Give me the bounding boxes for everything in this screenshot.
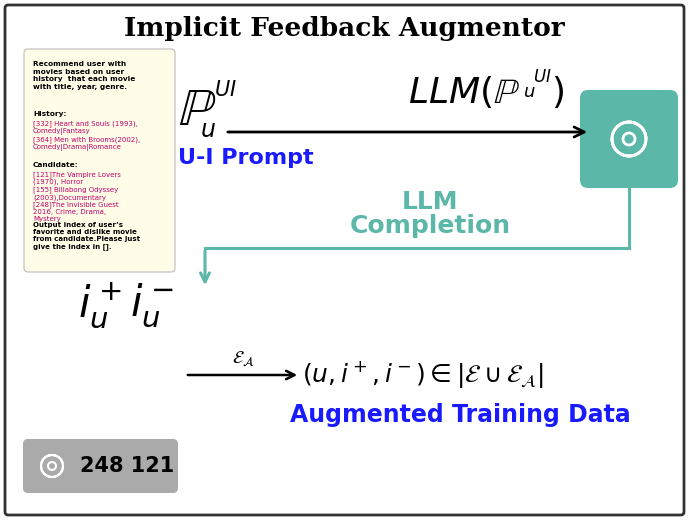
- Text: Recommend user with
movies based on user
history  that each movie
with title, ye: Recommend user with movies based on user…: [33, 61, 135, 89]
- Text: Implicit Feedback Augmentor: Implicit Feedback Augmentor: [124, 16, 564, 41]
- Text: Completion: Completion: [349, 214, 511, 238]
- Text: Candidate:: Candidate:: [33, 162, 79, 168]
- FancyBboxPatch shape: [23, 439, 178, 493]
- FancyBboxPatch shape: [5, 5, 684, 515]
- FancyBboxPatch shape: [24, 49, 175, 272]
- Text: $i_u^+$: $i_u^+$: [78, 280, 122, 330]
- Text: 248 121: 248 121: [80, 456, 174, 476]
- Text: $u$: $u$: [200, 118, 216, 142]
- Text: [332] Heart and Souls (1993),
Comedy|Fantasy
[364] Men with Brooms(2002),
Comedy: [332] Heart and Souls (1993), Comedy|Fan…: [33, 120, 141, 150]
- Text: $\mathbb{P}$: $\mathbb{P}$: [178, 84, 216, 136]
- Text: $LLM(\mathbb{P}$: $LLM(\mathbb{P}$: [408, 74, 520, 110]
- Text: Augmented Training Data: Augmented Training Data: [289, 403, 630, 427]
- Text: [121]The Vampire Lovers
(1970), Horror
[155] Billabong Odyssey
(2003),Documentar: [121]The Vampire Lovers (1970), Horror […: [33, 171, 121, 222]
- Text: LLM: LLM: [402, 190, 458, 214]
- Text: U-I Prompt: U-I Prompt: [178, 148, 313, 168]
- Text: $\mathcal{E}_{\mathcal{A}}$: $\mathcal{E}_{\mathcal{A}}$: [232, 349, 254, 367]
- Text: History:: History:: [33, 111, 66, 117]
- Text: $UI$: $UI$: [214, 80, 237, 100]
- Text: Output index of user’s
favorite and dislike movie
from candidate.Please just
giv: Output index of user’s favorite and disl…: [33, 222, 140, 250]
- Text: $(u,i^+,i^-) \in |\mathcal{E} \cup \mathcal{E}_{\mathcal{A}}|$: $(u,i^+,i^-) \in |\mathcal{E} \cup \math…: [302, 359, 544, 391]
- Text: $i_u^-$: $i_u^-$: [130, 281, 174, 329]
- Text: $u$: $u$: [523, 83, 535, 101]
- Text: $UI$: $UI$: [533, 68, 552, 86]
- Text: $)$: $)$: [551, 74, 564, 110]
- FancyBboxPatch shape: [580, 90, 678, 188]
